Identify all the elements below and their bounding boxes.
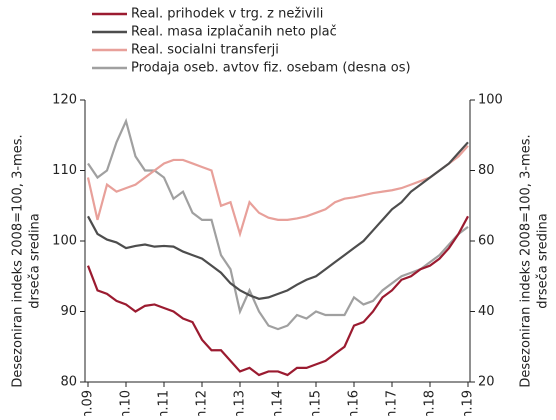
x-tick-label: jan.14 xyxy=(271,390,286,416)
x-tick-label: jan.09 xyxy=(81,390,96,416)
series-line xyxy=(87,141,469,300)
x-tick-label: jan.16 xyxy=(347,390,362,416)
y2-tick-label: 40 xyxy=(478,304,495,319)
y2-tick-label: 20 xyxy=(478,375,495,390)
y-tick-label: 100 xyxy=(52,234,77,249)
legend-label: Real. socialni transferji xyxy=(131,43,279,58)
y2-axis-label: drseča sredina xyxy=(536,213,551,309)
y-tick-label: 90 xyxy=(60,304,77,319)
series-line xyxy=(86,215,469,377)
y-axis-label: drseča sredina xyxy=(28,213,43,309)
x-tick-label: jan.11 xyxy=(157,390,172,416)
x-tick-label: jan.12 xyxy=(195,390,210,416)
legend-label: Real. masa izplačanih neto plač xyxy=(131,25,337,40)
y2-tick-label: 80 xyxy=(478,163,495,178)
x-tick-label: jan.19 xyxy=(461,390,476,416)
y-tick-label: 120 xyxy=(52,93,77,108)
y-tick-label: 110 xyxy=(52,163,77,178)
legend-label: Real. prihodek v trg. z neživili xyxy=(131,7,323,22)
x-tick-label: jan.13 xyxy=(233,390,248,416)
y-tick-label: 80 xyxy=(60,375,77,390)
series-line xyxy=(86,145,469,238)
series-line xyxy=(87,117,469,331)
y2-tick-label: 60 xyxy=(478,234,495,249)
x-tick-label: jan.18 xyxy=(423,390,438,416)
legend-label: Prodaja oseb. avtov fiz. osebam (desna o… xyxy=(131,61,411,76)
y2-axis-label: Desezoniran indeks 2008=100, 3-mes. xyxy=(519,134,534,387)
x-tick-label: jan.17 xyxy=(385,390,400,416)
x-tick-label: jan.10 xyxy=(119,390,134,416)
y2-tick-label: 100 xyxy=(478,93,503,108)
y-axis-label: Desezoniran indeks 2008=100, 3-mes. xyxy=(11,134,26,387)
x-tick-label: jan.15 xyxy=(309,390,324,416)
